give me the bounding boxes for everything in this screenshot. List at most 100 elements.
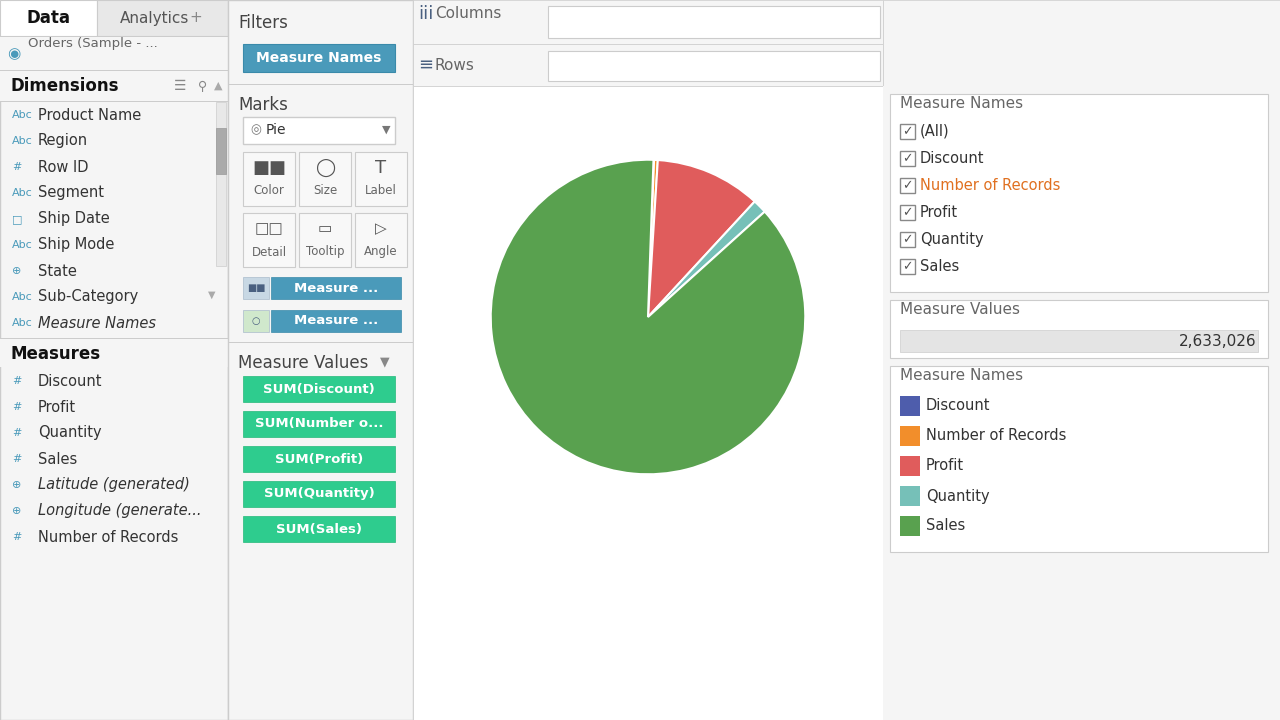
Bar: [0, 70, 228, 71]
Text: ◉: ◉: [8, 47, 20, 61]
Text: Discount: Discount: [925, 398, 991, 413]
Text: Abc: Abc: [12, 136, 33, 146]
Text: ■■: ■■: [252, 159, 285, 177]
Bar: [0, 0, 228, 720]
Bar: [900, 486, 920, 506]
Bar: [900, 205, 915, 220]
Bar: [0, 338, 228, 339]
Text: ☰: ☰: [174, 79, 187, 93]
Text: +: +: [189, 11, 202, 25]
Bar: [243, 152, 294, 206]
Text: Sales: Sales: [920, 259, 959, 274]
Bar: [243, 277, 269, 299]
Bar: [243, 213, 294, 267]
Bar: [300, 213, 351, 267]
Text: Profit: Profit: [38, 400, 76, 415]
Text: Pie: Pie: [266, 123, 287, 137]
Text: Color: Color: [253, 184, 284, 197]
Text: Measure ...: Measure ...: [294, 282, 378, 294]
Text: Dimensions: Dimensions: [10, 77, 119, 95]
Text: Measure Names: Measure Names: [900, 369, 1023, 384]
Bar: [216, 128, 227, 174]
Wedge shape: [648, 202, 764, 317]
Bar: [900, 151, 915, 166]
Text: Analytics: Analytics: [120, 11, 189, 25]
Bar: [883, 0, 1280, 720]
Text: Detail: Detail: [251, 246, 287, 258]
Bar: [355, 152, 407, 206]
Bar: [243, 516, 396, 542]
Text: Rows: Rows: [435, 58, 475, 73]
Text: Tooltip: Tooltip: [306, 246, 344, 258]
Text: Quantity: Quantity: [925, 488, 989, 503]
Text: Number of Records: Number of Records: [925, 428, 1066, 444]
Text: 2,633,026: 2,633,026: [1179, 333, 1256, 348]
Text: Segment: Segment: [38, 186, 104, 200]
Text: Measure Names: Measure Names: [900, 96, 1023, 112]
Text: #: #: [12, 428, 22, 438]
Bar: [243, 411, 396, 437]
Text: SUM(Sales): SUM(Sales): [276, 523, 362, 536]
Text: Measure Names: Measure Names: [38, 315, 156, 330]
Text: □: □: [12, 214, 23, 224]
Bar: [216, 102, 227, 266]
Text: Region: Region: [38, 133, 88, 148]
Wedge shape: [648, 160, 755, 317]
Bar: [0, 101, 228, 102]
Bar: [0, 0, 97, 36]
Bar: [243, 481, 396, 507]
Bar: [900, 330, 1258, 352]
Text: Longitude (generate...: Longitude (generate...: [38, 503, 201, 518]
Bar: [300, 152, 351, 206]
Text: Ship Mode: Ship Mode: [38, 238, 114, 253]
Text: ▲: ▲: [214, 81, 223, 91]
Text: Latitude (generated): Latitude (generated): [38, 477, 189, 492]
Text: Sub-Category: Sub-Category: [38, 289, 138, 305]
Text: #: #: [12, 376, 22, 386]
Bar: [900, 396, 920, 416]
Bar: [900, 232, 915, 247]
Bar: [413, 44, 883, 86]
Text: Profit: Profit: [920, 205, 959, 220]
Bar: [0, 37, 228, 70]
Text: ✓: ✓: [902, 179, 913, 192]
Text: Row ID: Row ID: [38, 160, 88, 174]
Text: Product Name: Product Name: [38, 107, 141, 122]
Text: State: State: [38, 264, 77, 279]
Text: ⚲: ⚲: [198, 79, 207, 92]
Bar: [890, 300, 1268, 358]
Text: Measure Values: Measure Values: [238, 354, 369, 372]
Text: T: T: [375, 159, 387, 177]
Bar: [243, 446, 396, 472]
Bar: [890, 366, 1268, 552]
Bar: [355, 213, 407, 267]
Text: #: #: [12, 454, 22, 464]
Text: (All): (All): [920, 124, 950, 139]
Text: ▭: ▭: [317, 222, 333, 236]
Bar: [900, 259, 915, 274]
Text: ◎: ◎: [250, 124, 261, 137]
Text: ▼: ▼: [381, 125, 390, 135]
Wedge shape: [648, 160, 654, 317]
Text: ✓: ✓: [902, 152, 913, 165]
Wedge shape: [490, 160, 805, 474]
Text: Ship Date: Ship Date: [38, 212, 110, 227]
Text: Measures: Measures: [10, 345, 100, 363]
Text: Measure Values: Measure Values: [900, 302, 1020, 318]
Text: Discount: Discount: [38, 374, 102, 389]
Text: Measure ...: Measure ...: [294, 315, 378, 328]
Text: ✓: ✓: [902, 206, 913, 219]
Text: SUM(Profit): SUM(Profit): [275, 452, 364, 466]
Bar: [890, 94, 1268, 292]
Text: Quantity: Quantity: [920, 232, 983, 247]
Text: Sales: Sales: [925, 518, 965, 534]
Bar: [0, 36, 228, 37]
Text: Abc: Abc: [12, 110, 33, 120]
Text: Number of Records: Number of Records: [920, 178, 1060, 193]
Bar: [900, 516, 920, 536]
Text: #: #: [12, 532, 22, 542]
Bar: [97, 0, 228, 36]
Bar: [548, 51, 881, 81]
Bar: [548, 6, 881, 38]
Bar: [228, 342, 413, 343]
